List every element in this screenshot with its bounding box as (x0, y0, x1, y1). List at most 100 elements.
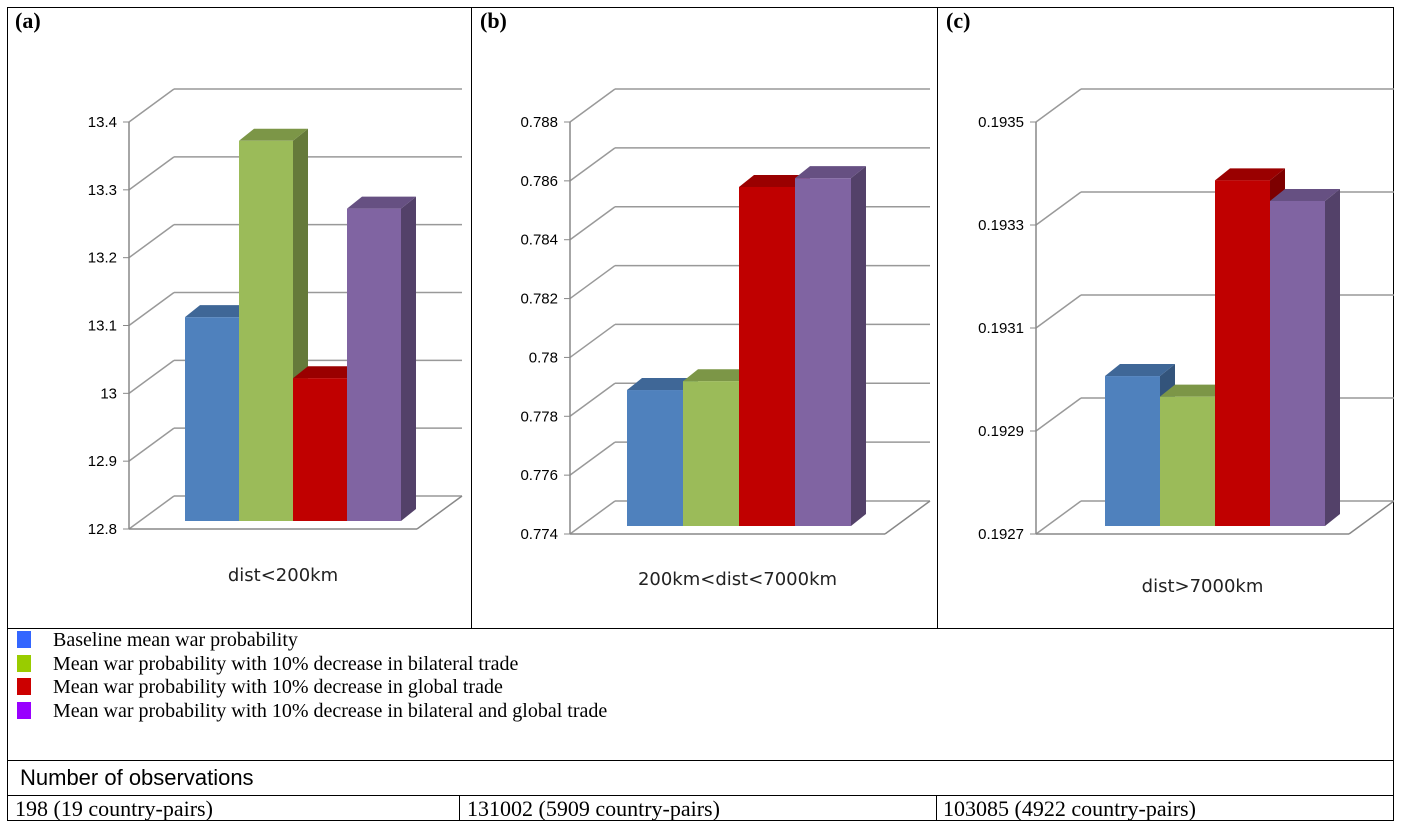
panel-c: (c) 0.1927 0.1929 0.1931 0.1933 0.1935 dist>7… (938, 7, 1394, 628)
legend-label: Mean war probability with 10% decrease i… (53, 652, 519, 675)
bar-front (795, 178, 851, 526)
y-tick-label: 0.788 (520, 114, 558, 131)
figure-frame (7, 7, 1394, 821)
gridline-diag (569, 88, 616, 123)
divider-observations-row (7, 795, 1394, 796)
legend-swatch (17, 678, 31, 695)
bar-top (683, 369, 754, 382)
x-category-label: 200km<dist<7000km (638, 569, 837, 590)
gridline-diag (128, 224, 175, 259)
legend-swatch (17, 631, 31, 648)
y-tick-label: 0.1935 (978, 114, 1024, 131)
y-tick-label: 0.1931 (978, 320, 1024, 337)
bar-front (185, 317, 239, 521)
bar-front (239, 140, 293, 522)
floor-side-edge (1348, 500, 1394, 535)
y-tick-label: 13.1 (88, 318, 117, 335)
y-tick-label: 0.778 (520, 408, 558, 425)
gridline-diag (128, 359, 175, 394)
bar-top (1105, 364, 1175, 377)
bar-side (1325, 188, 1340, 526)
bar-front (1160, 396, 1215, 526)
bar-top (795, 166, 866, 179)
gridline-diag (1035, 88, 1082, 123)
panel-b: (b) 0.774 0.776 0.778 0.78 0.782 0.784 0.786 0.… (472, 7, 938, 628)
panel-a-label: (a) (15, 8, 41, 33)
gridline-diag (128, 88, 175, 123)
gridline-diag (128, 291, 175, 327)
legend-swatch (17, 701, 31, 719)
y-tick-label: 13.4 (88, 114, 117, 131)
gridline-diag (569, 382, 616, 417)
bar-top (185, 305, 254, 318)
x-category-label: dist<200km (228, 565, 338, 586)
y-tick-label: 13.3 (88, 182, 117, 199)
y-tick-label: 0.782 (520, 291, 558, 308)
bar (239, 128, 308, 522)
observations-cell-a: 198 (19 country-pairs) (15, 796, 213, 821)
divider-observations (7, 760, 1394, 761)
bar (739, 174, 810, 526)
bar-front (1270, 200, 1325, 526)
gridline-diag (1035, 191, 1082, 226)
bar-top (1270, 188, 1340, 201)
gridline-diag (569, 147, 616, 182)
bar-side (851, 166, 866, 526)
bar (347, 196, 416, 521)
gridline-diag (1035, 294, 1082, 329)
bar-top (239, 128, 308, 141)
legend-label: Mean war probability with 10% decrease i… (53, 676, 503, 698)
panel-b-label: (b) (480, 8, 507, 33)
gridline-diag (128, 495, 175, 530)
y-tick-label: 13.2 (88, 250, 117, 267)
bar-top (739, 174, 810, 187)
bar-front (1215, 180, 1270, 526)
floor-side-edge (884, 500, 931, 535)
chart-b: 0.774 0.776 0.778 0.78 0.782 0.784 0.786 0.788 2… (520, 88, 931, 590)
bar-top (293, 366, 362, 379)
bar-front (739, 186, 795, 526)
bar-top (347, 196, 416, 209)
legend-label: Mean war probability with 10% decrease i… (53, 699, 608, 722)
cell-divider (936, 795, 937, 821)
y-tick-label: 0.1929 (978, 423, 1024, 440)
y-tick-label: 0.1927 (978, 526, 1024, 543)
x-category-label: dist>7000km (1142, 576, 1264, 597)
gridline-diag (1035, 397, 1082, 432)
gridline-diag (128, 156, 175, 191)
observations-cell-b: 131002 (5909 country-pairs) (467, 796, 720, 821)
bar-front (293, 378, 347, 521)
bar-front (683, 381, 739, 526)
bar (795, 166, 866, 526)
bar (1270, 188, 1340, 526)
gridline-diag (569, 264, 616, 300)
legend-label: Baseline mean war probability (53, 629, 298, 651)
y-tick-label: 0.784 (520, 232, 558, 249)
y-tick-label: 0.776 (520, 467, 558, 484)
bar-top (627, 378, 698, 391)
gridline-diag (569, 206, 616, 241)
y-tick-label: 12.8 (88, 521, 117, 538)
y-tick-label: 0.786 (520, 173, 558, 190)
bar-front (1105, 376, 1160, 526)
gridline-diag (569, 323, 616, 359)
bar-top (1215, 168, 1285, 181)
bar-front (347, 208, 401, 521)
gridline-diag (569, 500, 616, 535)
cell-divider (459, 795, 460, 821)
y-tick-label: 0.78 (529, 349, 558, 366)
floor-side-edge (416, 495, 463, 530)
observations-cell-c: 103085 (4922 country-pairs) (943, 796, 1196, 821)
bar-side (401, 196, 416, 521)
panel-a: (a) 12.8 12.9 13 13.1 13.2 13.3 13.4 dist<200km (7, 7, 472, 628)
gridline-diag (128, 427, 175, 462)
y-tick-label: 13 (100, 385, 117, 402)
gridline-diag (1035, 500, 1082, 535)
y-tick-label: 12.9 (88, 453, 117, 470)
chart-a: 12.8 12.9 13 13.1 13.2 13.3 13.4 dist<200km (88, 88, 463, 586)
y-tick-label: 0.1933 (978, 217, 1024, 234)
legend-swatch (17, 654, 31, 672)
chart-c: 0.1927 0.1929 0.1931 0.1933 0.1935 dist>7000k… (978, 88, 1394, 597)
gridline-diag (569, 441, 616, 476)
bar-top (1160, 384, 1230, 397)
